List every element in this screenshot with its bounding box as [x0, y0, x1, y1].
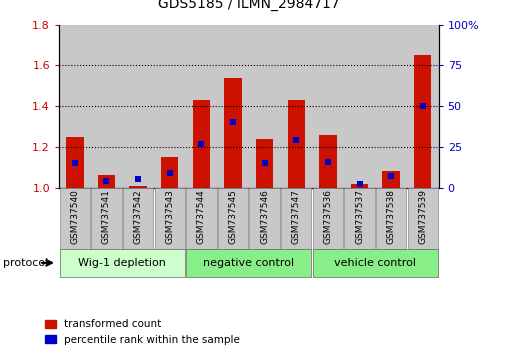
Text: protocol: protocol	[3, 258, 48, 268]
Bar	[154, 25, 186, 188]
Text: GSM737544: GSM737544	[197, 189, 206, 244]
FancyBboxPatch shape	[91, 188, 122, 249]
Text: GSM737546: GSM737546	[260, 189, 269, 244]
FancyBboxPatch shape	[281, 188, 311, 249]
Bar	[98, 175, 115, 188]
Text: GSM737536: GSM737536	[323, 189, 332, 245]
FancyBboxPatch shape	[123, 188, 153, 249]
Text: vehicle control: vehicle control	[334, 258, 417, 268]
Bar	[193, 100, 210, 188]
Bar	[256, 139, 273, 188]
FancyBboxPatch shape	[218, 188, 248, 249]
Point	[419, 103, 427, 109]
Bar	[249, 25, 281, 188]
Bar	[91, 25, 122, 188]
Bar	[312, 25, 344, 188]
Bar	[129, 185, 147, 188]
Text: GSM737540: GSM737540	[70, 189, 80, 244]
Bar	[414, 55, 431, 188]
FancyBboxPatch shape	[408, 188, 438, 249]
Bar	[66, 137, 84, 188]
Text: GSM737545: GSM737545	[228, 189, 238, 244]
Bar	[376, 25, 407, 188]
Point	[356, 182, 364, 187]
FancyBboxPatch shape	[376, 188, 406, 249]
FancyBboxPatch shape	[60, 249, 185, 277]
Bar	[407, 25, 439, 188]
Legend: transformed count, percentile rank within the sample: transformed count, percentile rank withi…	[41, 315, 244, 349]
Point	[197, 141, 205, 147]
Bar	[186, 25, 217, 188]
FancyBboxPatch shape	[186, 188, 216, 249]
Bar	[281, 25, 312, 188]
Text: negative control: negative control	[203, 258, 294, 268]
Bar	[351, 183, 368, 188]
Text: GSM737538: GSM737538	[387, 189, 396, 245]
Text: GSM737542: GSM737542	[133, 189, 143, 244]
FancyBboxPatch shape	[344, 188, 374, 249]
FancyBboxPatch shape	[60, 188, 90, 249]
Point	[261, 160, 269, 166]
Bar	[59, 25, 91, 188]
Point	[387, 173, 395, 179]
Point	[324, 159, 332, 164]
Text: GSM737547: GSM737547	[292, 189, 301, 244]
Point	[292, 138, 300, 143]
FancyBboxPatch shape	[249, 188, 280, 249]
Bar	[161, 157, 179, 188]
Bar	[224, 78, 242, 188]
Bar	[319, 135, 337, 188]
FancyBboxPatch shape	[154, 188, 185, 249]
Text: GDS5185 / ILMN_2984717: GDS5185 / ILMN_2984717	[158, 0, 340, 11]
Point	[134, 177, 142, 182]
Point	[71, 160, 79, 166]
Text: Wig-1 depletion: Wig-1 depletion	[78, 258, 166, 268]
FancyBboxPatch shape	[313, 249, 438, 277]
FancyBboxPatch shape	[313, 188, 343, 249]
Bar	[288, 100, 305, 188]
Point	[102, 178, 110, 184]
Bar	[122, 25, 154, 188]
Text: GSM737539: GSM737539	[418, 189, 427, 245]
FancyBboxPatch shape	[187, 249, 311, 277]
Bar	[383, 171, 400, 188]
Bar	[344, 25, 376, 188]
Text: GSM737537: GSM737537	[355, 189, 364, 245]
Point	[229, 120, 237, 125]
Text: GSM737541: GSM737541	[102, 189, 111, 244]
Bar	[217, 25, 249, 188]
Point	[166, 170, 174, 176]
Text: GSM737543: GSM737543	[165, 189, 174, 244]
